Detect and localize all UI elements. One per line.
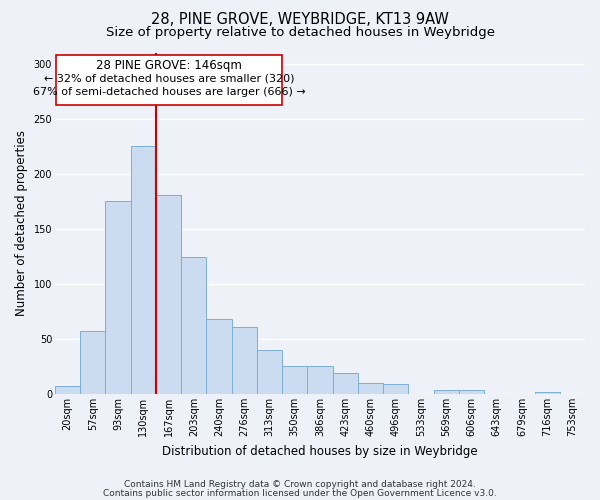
Bar xyxy=(206,319,232,394)
Bar xyxy=(307,366,332,394)
Bar xyxy=(80,331,106,394)
Text: Contains HM Land Registry data © Crown copyright and database right 2024.: Contains HM Land Registry data © Crown c… xyxy=(124,480,476,489)
X-axis label: Distribution of detached houses by size in Weybridge: Distribution of detached houses by size … xyxy=(162,444,478,458)
Text: 67% of semi-detached houses are larger (666) →: 67% of semi-detached houses are larger (… xyxy=(33,86,305,97)
Bar xyxy=(181,258,206,394)
Bar xyxy=(55,386,80,394)
Bar xyxy=(257,350,282,394)
Bar xyxy=(131,146,156,394)
Text: Contains public sector information licensed under the Open Government Licence v3: Contains public sector information licen… xyxy=(103,489,497,498)
Text: 28 PINE GROVE: 146sqm: 28 PINE GROVE: 146sqm xyxy=(96,59,242,72)
Bar xyxy=(106,201,131,394)
FancyBboxPatch shape xyxy=(56,54,282,106)
Bar xyxy=(383,384,409,394)
Bar xyxy=(459,390,484,394)
Y-axis label: Number of detached properties: Number of detached properties xyxy=(15,130,28,316)
Bar xyxy=(156,194,181,394)
Bar xyxy=(332,373,358,394)
Bar xyxy=(358,383,383,394)
Bar xyxy=(535,392,560,394)
Text: Size of property relative to detached houses in Weybridge: Size of property relative to detached ho… xyxy=(106,26,494,39)
Bar xyxy=(282,366,307,394)
Text: ← 32% of detached houses are smaller (320): ← 32% of detached houses are smaller (32… xyxy=(44,74,295,84)
Bar xyxy=(434,390,459,394)
Text: 28, PINE GROVE, WEYBRIDGE, KT13 9AW: 28, PINE GROVE, WEYBRIDGE, KT13 9AW xyxy=(151,12,449,28)
Bar xyxy=(232,327,257,394)
